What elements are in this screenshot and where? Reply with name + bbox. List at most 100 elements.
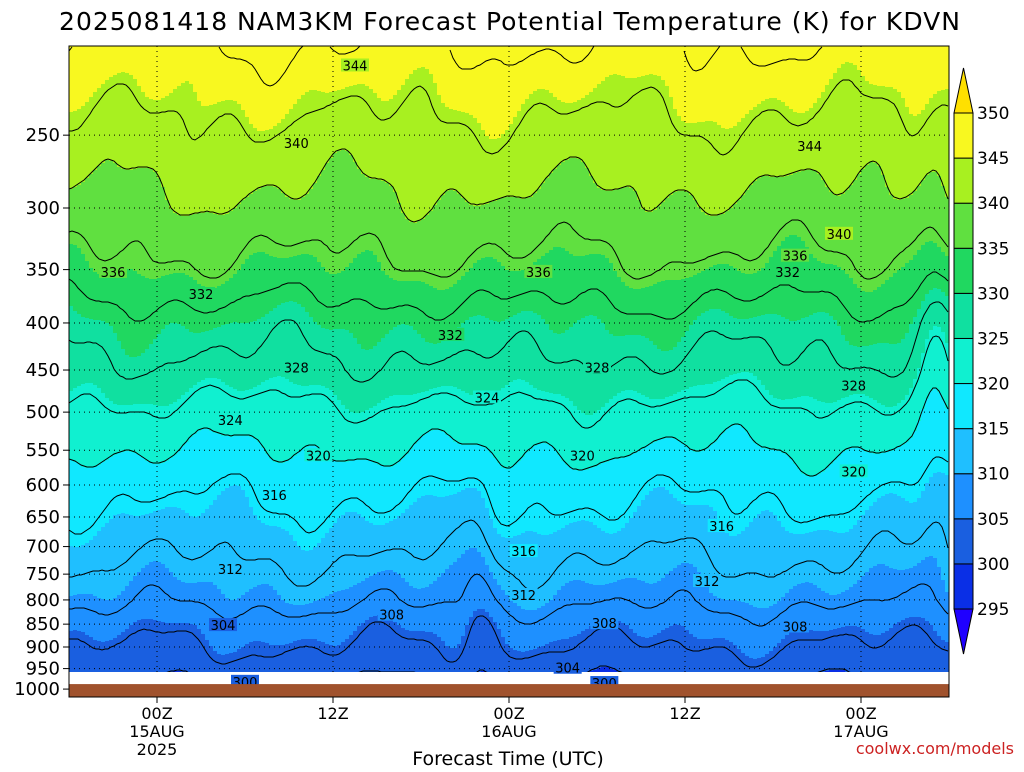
fill-cell [305, 194, 310, 255]
contour-label-bg [553, 660, 582, 674]
contour-label-bg [99, 264, 127, 278]
fill-cell [661, 202, 666, 282]
fill-cell [349, 263, 354, 334]
fill-cell [641, 209, 646, 289]
fill-cell [145, 97, 150, 169]
fill-cell [857, 520, 862, 581]
fill-cell [109, 401, 114, 458]
fill-cell [473, 118, 478, 207]
fill-cell [889, 407, 894, 452]
fill-cell [521, 609, 526, 653]
fill-cell [301, 254, 306, 308]
fill-cell [513, 197, 518, 272]
fill-cell [529, 385, 534, 450]
fill-cell [461, 276, 466, 324]
fill-cell [917, 617, 922, 672]
fill-cell [213, 433, 218, 501]
fill-cell [273, 377, 278, 463]
fill-cell [425, 284, 430, 343]
fill-cell [345, 87, 350, 152]
fill-cell [793, 630, 798, 672]
fill-cell [725, 429, 730, 534]
fill-cell [601, 463, 606, 532]
fill-cell [877, 498, 882, 565]
fill-cell [217, 215, 222, 287]
fill-cell [493, 321, 498, 394]
fill-cell [329, 645, 334, 672]
fill-cell [701, 212, 706, 272]
fill-cell [801, 171, 806, 242]
fill-cell [177, 508, 182, 581]
fill-cell [937, 567, 942, 637]
fill-cell [485, 612, 490, 672]
fill-cell [397, 462, 402, 517]
fill-cell [213, 46, 218, 105]
fill-cell [777, 643, 782, 672]
fill-cell [945, 343, 949, 409]
fill-cell [493, 139, 498, 202]
fill-cell [513, 117, 518, 198]
fill-cell [565, 639, 570, 672]
fill-cell [685, 192, 690, 279]
fill-cell [657, 76, 662, 207]
fill-cell [909, 195, 914, 261]
fill-cell [577, 320, 582, 411]
fill-cell [869, 398, 874, 454]
fill-cell [445, 569, 450, 647]
fill-cell [657, 349, 662, 400]
fill-cell [669, 396, 674, 439]
fill-cell [733, 536, 738, 601]
fill-cell [461, 46, 466, 113]
fill-cell [841, 533, 846, 593]
fill-cell [289, 46, 294, 110]
fill-cell [341, 590, 346, 643]
fill-cell [945, 197, 949, 257]
fill-cell [469, 548, 474, 618]
fill-cell [457, 558, 462, 645]
fill-cell [429, 584, 434, 633]
fill-cell [721, 599, 726, 639]
fill-cell [881, 86, 886, 176]
fill-cell [885, 494, 890, 567]
fill-cell [453, 46, 458, 111]
fill-cell [701, 505, 706, 581]
fill-cell [653, 399, 658, 443]
contour-label-bg [839, 464, 868, 478]
contour-label: 336 [526, 266, 551, 281]
fill-cell [69, 631, 74, 672]
fill-cell [941, 580, 946, 641]
fill-cell [333, 153, 338, 275]
fill-cell [81, 182, 86, 255]
fill-cell [281, 303, 286, 378]
contour-label: 312 [695, 575, 720, 590]
fill-cell [173, 213, 178, 274]
fill-cell [741, 319, 746, 373]
fill-cell [89, 319, 94, 384]
fill-cell [581, 98, 586, 163]
fill-cell [125, 629, 130, 672]
fill-cell [297, 304, 302, 386]
fill-cell [685, 505, 690, 564]
fill-cell [257, 520, 262, 586]
fill-cell [137, 86, 142, 169]
fill-cell [333, 91, 338, 154]
fill-cell [709, 384, 714, 446]
fill-cell [469, 46, 474, 116]
fill-cell [257, 46, 262, 132]
fill-cell [193, 517, 198, 584]
fill-cell [589, 92, 594, 177]
fill-cell [169, 623, 174, 672]
fill-cell [689, 387, 694, 451]
fill-cell [289, 199, 294, 258]
fill-cell [505, 130, 510, 198]
fill-cell [181, 395, 186, 447]
fill-cell [653, 46, 658, 76]
fill-cell [693, 637, 698, 672]
fill-cell [745, 527, 750, 604]
fill-cell [81, 545, 86, 595]
fill-cell [209, 431, 214, 506]
fill-cell [169, 507, 174, 573]
fill-cell [409, 586, 414, 632]
fill-cell [701, 385, 706, 452]
fill-cell [769, 606, 774, 652]
